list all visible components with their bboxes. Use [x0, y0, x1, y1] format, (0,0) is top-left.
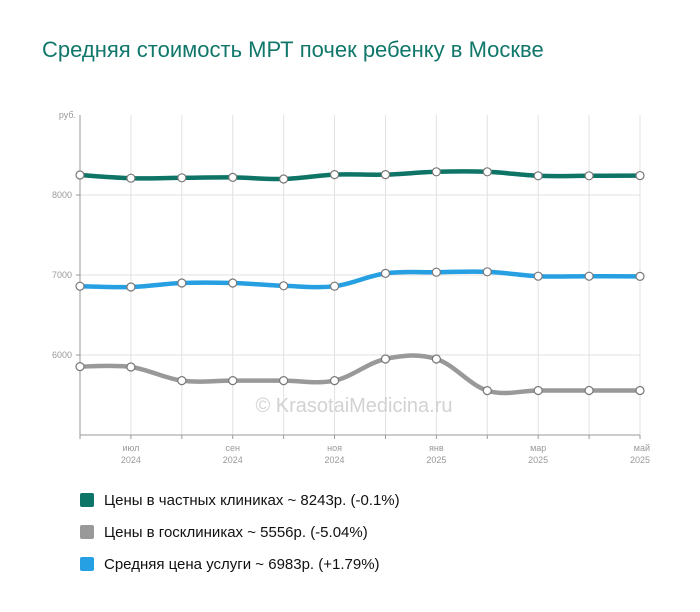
- legend: Цены в частных клиниках ~ 8243р. (-0.1%)…: [80, 484, 400, 580]
- legend-item-private[interactable]: Цены в частных клиниках ~ 8243р. (-0.1%): [80, 484, 400, 516]
- axes: [76, 115, 641, 439]
- data-point-average: [329, 281, 340, 291]
- data-point-public: [482, 386, 492, 396]
- data-point-private: [584, 171, 594, 181]
- data-point-average: [584, 271, 594, 281]
- data-point-private: [380, 170, 391, 180]
- data-point-public: [431, 354, 441, 364]
- legend-label-private: Цены в частных клиниках ~ 8243р. (-0.1%): [104, 491, 400, 509]
- series-line-private: [77, 169, 643, 182]
- data-point-private: [482, 167, 492, 177]
- y-tick-label: 7000: [52, 270, 72, 280]
- data-point-average: [75, 281, 85, 291]
- legend-swatch-average: [80, 557, 94, 571]
- legend-label-public: Цены в госклиниках ~ 5556р. (-5.04%): [104, 523, 368, 541]
- series-line-public: [77, 353, 643, 396]
- x-tick-label-year: 2024: [223, 455, 243, 465]
- data-point-private: [75, 170, 85, 180]
- x-tick-label-year: 2025: [630, 455, 650, 465]
- data-point-public: [533, 385, 543, 396]
- data-point-private: [635, 170, 645, 181]
- y-tick-label: 8000: [52, 190, 72, 200]
- data-point-private: [177, 173, 187, 183]
- data-point-average: [482, 267, 492, 277]
- data-point-public: [635, 385, 645, 396]
- series-layer: [75, 167, 645, 396]
- x-tick-label-month: янв: [429, 443, 444, 453]
- data-point-average: [635, 271, 645, 281]
- y-tick-label: 6000: [52, 350, 72, 360]
- data-point-public: [329, 376, 340, 386]
- x-tick-label-year: 2024: [325, 455, 345, 465]
- x-tick-label-year: 2025: [426, 455, 446, 465]
- x-tick-label-year: 2025: [528, 455, 548, 465]
- data-point-public: [279, 376, 289, 386]
- data-point-average: [533, 271, 543, 281]
- data-point-private: [279, 174, 289, 184]
- x-tick-label-year: 2024: [121, 455, 141, 465]
- data-point-average: [177, 278, 187, 288]
- chart-title: Средняя стоимость МРТ почек ребенку в Мо…: [42, 37, 544, 62]
- legend-item-public[interactable]: Цены в госклиниках ~ 5556р. (-5.04%): [80, 516, 400, 548]
- data-point-private: [126, 173, 136, 183]
- data-point-private: [533, 171, 543, 181]
- data-point-average: [279, 281, 289, 291]
- legend-label-average: Средняя цена услуги ~ 6983р. (+1.79%): [104, 555, 380, 573]
- data-point-public: [228, 376, 238, 386]
- data-point-public: [177, 376, 187, 386]
- data-point-private: [228, 172, 238, 182]
- data-point-average: [431, 267, 441, 277]
- y-axis-unit: руб.: [59, 110, 76, 120]
- legend-item-average[interactable]: Средняя цена услуги ~ 6983р. (+1.79%): [80, 548, 400, 580]
- legend-swatch-private: [80, 493, 94, 507]
- x-tick-label-month: ноя: [327, 443, 342, 453]
- tick-labels: руб. 6000 7000 8000 июл 2024 сен 2024 ноя 2024 янв…: [52, 110, 650, 465]
- watermark-text: © KrasotaiMedicina.ru: [255, 395, 452, 417]
- data-point-private: [431, 167, 441, 177]
- legend-swatch-public: [80, 525, 94, 539]
- data-point-average: [126, 282, 136, 292]
- data-point-public: [380, 354, 391, 364]
- x-tick-label-month: мар: [530, 443, 546, 453]
- x-tick-label-month: сен: [225, 443, 240, 453]
- x-tick-label-month: июл: [122, 443, 139, 453]
- data-point-public: [75, 362, 85, 372]
- data-point-private: [329, 170, 340, 180]
- data-point-average: [228, 278, 238, 288]
- series-line-average: [77, 269, 643, 290]
- data-point-public: [126, 362, 136, 372]
- x-tick-label-month: май: [634, 443, 650, 453]
- data-point-average: [380, 268, 391, 278]
- data-point-public: [584, 385, 594, 396]
